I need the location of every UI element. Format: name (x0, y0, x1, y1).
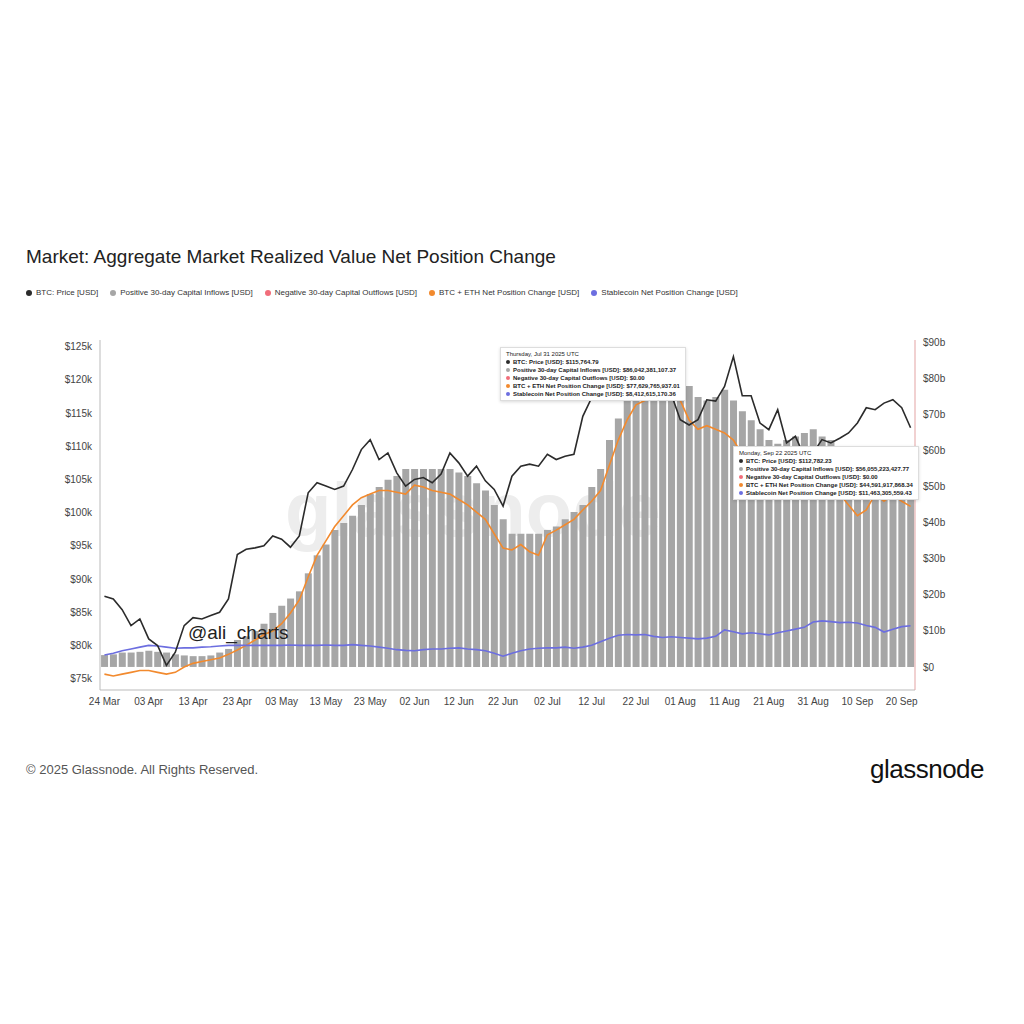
svg-text:24 Mar: 24 Mar (89, 696, 121, 707)
svg-text:11 Aug: 11 Aug (709, 696, 739, 707)
svg-text:23 Apr: 23 Apr (223, 696, 253, 707)
svg-text:$80k: $80k (70, 640, 93, 651)
html-text:BTC: Price [USD]: $115,764.79: BTC: Price [USD]: $115,764.79 (513, 359, 599, 365)
svg-text:$105k: $105k (65, 474, 93, 485)
html-text:Negative 30-day Capital Outflo: Negative 30-day Capital Outflows [USD]: … (746, 474, 878, 480)
svg-text:$80b: $80b (923, 373, 946, 384)
svg-text:$110k: $110k (65, 441, 93, 452)
svg-text:$30b: $30b (923, 553, 946, 564)
html-text:glassnode: glassnode (870, 754, 984, 784)
svg-text:$60b: $60b (923, 445, 946, 456)
svg-text:03 Apr: 03 Apr (134, 696, 164, 707)
svg-text:31 Aug: 31 Aug (798, 696, 829, 707)
svg-text:$50b: $50b (923, 481, 946, 492)
svg-text:$85k: $85k (70, 607, 93, 618)
svg-text:21 Aug: 21 Aug (753, 696, 784, 707)
html-text:BTC: Price [USD]: $112,782.23: BTC: Price [USD]: $112,782.23 (746, 458, 832, 464)
html-text:Positive 30-day Capital Inflow: Positive 30-day Capital Inflows [USD]: $… (746, 466, 910, 472)
html-text:Positive 30-day Capital Inflow: Positive 30-day Capital Inflows [USD]: $… (513, 367, 677, 373)
svg-text:$70b: $70b (923, 409, 946, 420)
svg-text:$115k: $115k (65, 408, 93, 419)
html-text:BTC + ETH Net Position Change: BTC + ETH Net Position Change [USD]: $77… (513, 383, 680, 389)
svg-text:$20b: $20b (923, 589, 946, 600)
svg-text:01 Aug: 01 Aug (665, 696, 696, 707)
html-text:Negative 30-day Capital Outflo: Negative 30-day Capital Outflows [USD]: … (513, 375, 645, 381)
svg-text:02 Jul: 02 Jul (534, 696, 561, 707)
html-text:Positive 30-day Capital Inflow: Positive 30-day Capital Inflows [USD] (120, 288, 253, 297)
svg-text:$100k: $100k (65, 507, 93, 518)
html-text:BTC: Price [USD]: BTC: Price [USD] (36, 288, 99, 297)
svg-text:12 Jun: 12 Jun (444, 696, 474, 707)
html-text:Market: Aggregate Market Reali: Market: Aggregate Market Realized Value … (26, 246, 556, 267)
svg-text:$10b: $10b (923, 625, 946, 636)
svg-text:12 Jul: 12 Jul (578, 696, 605, 707)
html-text:Stablecoin Net Position Change: Stablecoin Net Position Change [USD] (601, 288, 738, 297)
html-text:Monday, Sep 22 2025 UTC: Monday, Sep 22 2025 UTC (739, 450, 812, 456)
html-text:Stablecoin Net Position Change: Stablecoin Net Position Change [USD]: $1… (746, 490, 912, 496)
svg-text:23 May: 23 May (354, 696, 387, 707)
svg-text:22 Jun: 22 Jun (488, 696, 518, 707)
html-text:Negative 30-day Capital Outflo: Negative 30-day Capital Outflows [USD] (274, 288, 417, 297)
html-text:© 2025 Glassnode. All Rights R: © 2025 Glassnode. All Rights Reserved. (26, 762, 259, 777)
html-text:Thursday, Jul 31 2025 UTC: Thursday, Jul 31 2025 UTC (506, 351, 579, 357)
svg-text:$95k: $95k (70, 540, 93, 551)
html-text:BTC + ETH Net Position Change: BTC + ETH Net Position Change [USD]: $44… (746, 482, 913, 488)
svg-text:$75k: $75k (70, 673, 93, 684)
svg-text:02 Jun: 02 Jun (399, 696, 429, 707)
svg-text:13 Apr: 13 Apr (179, 696, 209, 707)
svg-text:$40b: $40b (923, 517, 946, 528)
svg-text:$125k: $125k (65, 341, 93, 352)
svg-text:$90b: $90b (923, 337, 946, 348)
svg-text:$0: $0 (923, 662, 935, 673)
html-text:Stablecoin Net Position Change: Stablecoin Net Position Change [USD]: $8… (513, 391, 676, 397)
svg-text:20 Sep: 20 Sep (886, 696, 918, 707)
svg-text:13 May: 13 May (309, 696, 342, 707)
svg-text:10 Sep: 10 Sep (842, 696, 874, 707)
svg-text:$120k: $120k (65, 374, 93, 385)
svg-text:03 May: 03 May (265, 696, 298, 707)
svg-text:$90k: $90k (70, 574, 93, 585)
svg-text:22 Jul: 22 Jul (623, 696, 650, 707)
html-text:glassnode: glassnode (285, 467, 661, 552)
html-text:BTC + ETH Net Position Change: BTC + ETH Net Position Change [USD] (439, 288, 580, 297)
html-text:@ali_charts: @ali_charts (188, 622, 289, 643)
